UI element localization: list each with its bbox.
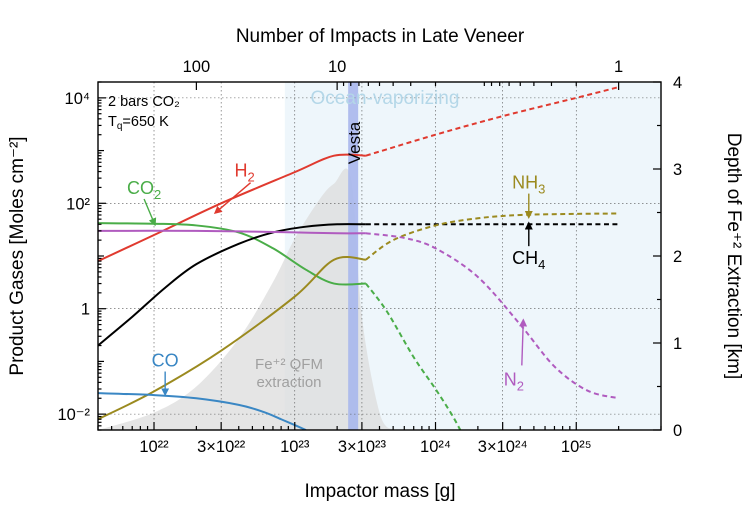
series-label-subscript: 2 <box>154 187 161 202</box>
grid-lines <box>98 82 661 430</box>
series-label-base: H <box>234 161 247 181</box>
series-label: CO <box>152 351 179 371</box>
series-label-arrow <box>519 318 528 366</box>
series-label-base: N <box>504 369 517 389</box>
temperature-subscript: q <box>117 121 123 132</box>
x-axis-label: Impactor mass [g] <box>305 481 456 502</box>
x-tick-label: 10²³ <box>280 438 310 456</box>
series-label-subscript: 2 <box>517 378 524 393</box>
top-tick-label: 100 <box>183 58 211 76</box>
x-tick-label: 3×10²⁴ <box>478 438 528 456</box>
top-axis-label: Number of Impacts in Late Veneer <box>236 26 525 47</box>
top-tick-label: 1 <box>614 58 623 76</box>
series-label: CH4 <box>512 248 545 272</box>
top-tick-label: 10 <box>328 58 346 76</box>
series-line-solid <box>98 392 307 430</box>
temperature-value: =650 K <box>122 114 169 130</box>
y-tick-label: 10² <box>66 195 90 213</box>
y-tick-label: 1 <box>81 301 90 319</box>
series-label: N2 <box>504 369 524 393</box>
x-tick-label: 10²⁵ <box>561 438 592 456</box>
y2-tick-label: 0 <box>673 422 682 440</box>
series-label: H2 <box>234 161 254 185</box>
y2-tick-label: 3 <box>673 161 682 179</box>
series-label-base: CH <box>512 248 538 268</box>
x-tick-label: 3×10²³ <box>338 438 387 456</box>
axis-ticks <box>97 81 662 431</box>
y2-axis-label: Depth of Fe⁺² Extraction [km] <box>723 133 744 380</box>
qfm-label-line-2: extraction <box>256 374 321 391</box>
series-label-arrow <box>143 198 157 227</box>
y2-tick-label: 1 <box>673 335 682 353</box>
vesta-band <box>348 82 359 430</box>
series-line-dashed <box>365 212 619 261</box>
y2-tick-label: 4 <box>673 74 682 92</box>
series-label-base: NH <box>512 173 538 193</box>
series-line-solid <box>98 222 366 286</box>
y-tick-label: 10⁻² <box>57 406 90 424</box>
series-line-dashed <box>365 86 619 157</box>
series-label-base: CO <box>127 178 154 198</box>
series-label: CO2 <box>127 178 161 202</box>
left-tick-labels: 10⁻² 1 10² 10⁴ <box>57 90 90 424</box>
series-label-subscript: 2 <box>247 170 254 185</box>
qfm-label-line-1: Fe⁺² QFM <box>255 356 323 373</box>
series-line-solid <box>98 153 366 263</box>
bottom-tick-labels: 10²² 3×10²² 10²³ 3×10²³ 10²⁴ 3×10²⁴ 10²⁵ <box>139 438 591 456</box>
series-line-solid <box>98 223 366 347</box>
y2-tick-label: 2 <box>673 248 682 266</box>
series-label-base: CO <box>152 351 179 371</box>
x-tick-label: 10²² <box>139 438 169 456</box>
series-layer <box>98 86 619 430</box>
y-axis-label: Product Gases [Moles cm⁻²] <box>7 136 28 375</box>
conditions-line-1: 2 bars CO₂ <box>108 94 180 110</box>
vesta-label: Vesta <box>345 121 364 164</box>
series-label: NH3 <box>512 173 545 197</box>
x-tick-label: 10²⁴ <box>420 438 451 456</box>
ocean-vaporizing-label: Ocean-vaporizing <box>311 88 460 109</box>
series-line-solid <box>98 256 366 421</box>
y-tick-label: 10⁴ <box>65 90 90 108</box>
series-line-solid <box>98 229 366 235</box>
series-label-subscript: 4 <box>538 257 545 272</box>
top-tick-labels: 100 10 1 <box>183 58 624 76</box>
series-label-arrow <box>213 182 252 215</box>
x-tick-label: 3×10²² <box>197 438 246 456</box>
right-tick-labels: 0 1 2 3 4 <box>673 74 682 440</box>
series-line-dashed <box>365 232 619 400</box>
temperature-symbol: T <box>108 114 117 130</box>
series-label-subscript: 3 <box>538 182 545 197</box>
conditions-line-2: Tq=650 K <box>108 114 169 132</box>
